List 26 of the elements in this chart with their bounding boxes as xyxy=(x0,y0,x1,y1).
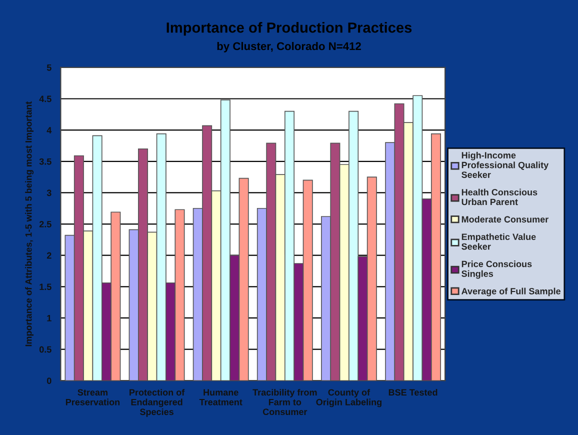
chart-title: Importance of Production Practices xyxy=(166,22,412,36)
x-tick-label: Humane Treatment xyxy=(199,389,242,406)
y-tick-label: 5 xyxy=(46,64,52,71)
x-tick-label: Tracibility from Farm to Consumer xyxy=(252,388,317,416)
y-tick-label: 2 xyxy=(46,252,52,259)
y-tick-label: 1.5 xyxy=(40,284,52,290)
x-tick-label: BSE Tested xyxy=(388,388,438,396)
y-tick-label: 4 xyxy=(46,127,52,134)
y-axis-title: Importance of Attributes, 1-5 with 5 being most Important xyxy=(25,101,34,346)
y-tick-label: 2.5 xyxy=(39,220,52,228)
legend-label: Price Conscious Singles xyxy=(462,260,532,279)
legend-label: Empathetic Value Seeker xyxy=(462,233,536,250)
legend-label: Moderate Consumer xyxy=(462,216,548,223)
x-tick-label: Stream Preservation xyxy=(66,389,120,406)
y-tick-label: 1 xyxy=(47,315,52,322)
x-tick-label: County of Origin Labeling xyxy=(316,388,382,408)
legend-label: Average of Full Sample xyxy=(462,288,560,296)
y-tick-label: 3 xyxy=(46,190,52,196)
y-tick-label: 0 xyxy=(47,378,52,384)
legend-label: Health Conscious Urban Parent xyxy=(462,188,538,206)
y-tick-label: 0.5 xyxy=(39,346,52,353)
x-tick-label: Protection of Endangered Species xyxy=(130,388,185,417)
y-tick-label: 4.5 xyxy=(39,96,52,102)
chart-subtitle: by Cluster, Colorado N=412 xyxy=(217,42,361,52)
y-tick-label: 3.5 xyxy=(39,158,52,165)
legend-label: High-Income Professional Quality Seeker xyxy=(462,152,549,178)
